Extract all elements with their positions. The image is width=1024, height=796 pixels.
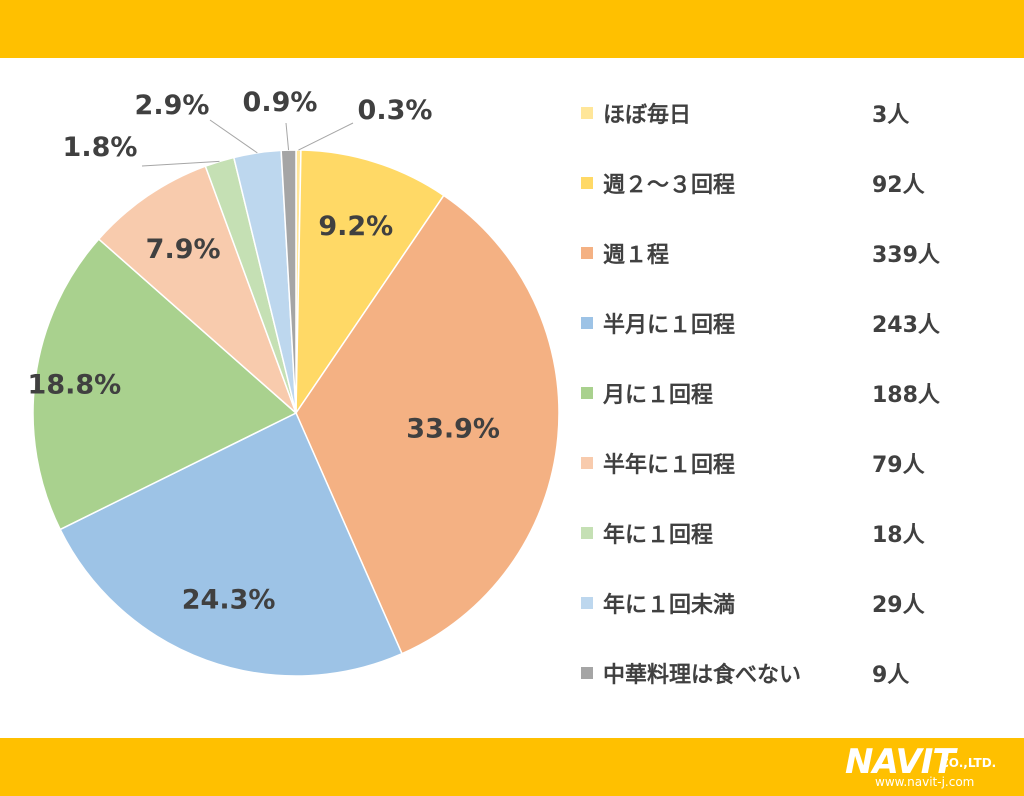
leader-line — [285, 122, 290, 151]
legend-label: 年に１回程 — [603, 523, 714, 548]
top-banner — [0, 0, 1024, 58]
legend-count: 29人 — [872, 593, 925, 618]
brand-logo: NAVIT CO.,LTD. www.navit-j.com — [845, 742, 1020, 792]
legend-label: 年に１回未満 — [603, 593, 736, 618]
data-label: 18.8% — [28, 370, 122, 401]
data-label: 2.9% — [135, 90, 210, 121]
brand-suffix: CO.,LTD. — [940, 756, 997, 770]
pie-slice — [59, 411, 403, 677]
legend-item: 年に１回未満 29人 — [575, 587, 1015, 657]
data-label: 24.3% — [182, 584, 276, 615]
legend-count: 3人 — [872, 103, 910, 128]
legend-label: 週１程 — [603, 243, 670, 268]
pie-slice — [295, 149, 445, 416]
legend-label: 週２～３回程 — [603, 173, 736, 198]
legend-count: 339人 — [872, 243, 940, 268]
brand-url: www.navit-j.com — [875, 775, 975, 789]
legend: ほぼ毎日 3人週２～３回程 92人週１程 339人半月に１回程 243人月に１回程 188… — [575, 97, 1015, 727]
legend-label: 半年に１回程 — [603, 453, 736, 478]
legend-item: 中華料理は食べない 9人 — [575, 657, 1015, 727]
pie-slice — [97, 165, 297, 414]
leader-line — [209, 119, 258, 154]
legend-item: 半年に１回程 79人 — [575, 447, 1015, 517]
legend-count: 92人 — [872, 173, 925, 198]
pie-chart: 0.3% 9.2% 33.9% 24.3% 18.8% 7.9% 1.8% 2.9% 0.9% — [28, 87, 560, 677]
data-label: 1.8% — [63, 132, 138, 163]
legend-swatch — [581, 527, 593, 539]
data-label: 7.9% — [146, 234, 221, 265]
leader-line — [298, 122, 354, 151]
pie-slice — [32, 238, 298, 531]
legend-item: 週１程 339人 — [575, 237, 1015, 307]
data-label: 33.9% — [406, 413, 500, 444]
legend-count: 9人 — [872, 663, 910, 688]
legend-swatch — [581, 177, 593, 189]
bottom-banner — [0, 738, 1024, 796]
legend-item: 月に１回程 188人 — [575, 377, 1015, 447]
legend-swatch — [581, 247, 593, 259]
pie-slice — [280, 149, 297, 414]
data-label: 9.2% — [318, 211, 393, 242]
data-label: 0.9% — [243, 87, 318, 118]
legend-swatch — [581, 317, 593, 329]
legend-count: 79人 — [872, 453, 925, 478]
legend-swatch — [581, 597, 593, 609]
legend-count: 243人 — [872, 313, 940, 338]
legend-label: 半月に１回程 — [603, 313, 736, 338]
legend-item: 年に１回程 18人 — [575, 517, 1015, 587]
legend-label: 月に１回程 — [603, 383, 714, 408]
legend-swatch — [581, 387, 593, 399]
legend-swatch — [581, 457, 593, 469]
legend-count: 18人 — [872, 523, 925, 548]
brand-name: NAVIT — [845, 742, 956, 782]
legend-swatch — [581, 667, 593, 679]
legend-swatch — [581, 107, 593, 119]
legend-item: 週２～３回程 92人 — [575, 167, 1015, 237]
legend-label: 中華料理は食べない — [603, 663, 802, 688]
legend-item: 半月に１回程 243人 — [575, 307, 1015, 377]
legend-count: 188人 — [872, 383, 940, 408]
legend-item: ほぼ毎日 3人 — [575, 97, 1015, 167]
leader-line — [141, 160, 220, 167]
data-label: 0.3% — [358, 95, 433, 126]
legend-label: ほぼ毎日 — [603, 103, 692, 128]
pie-slice — [295, 194, 560, 655]
